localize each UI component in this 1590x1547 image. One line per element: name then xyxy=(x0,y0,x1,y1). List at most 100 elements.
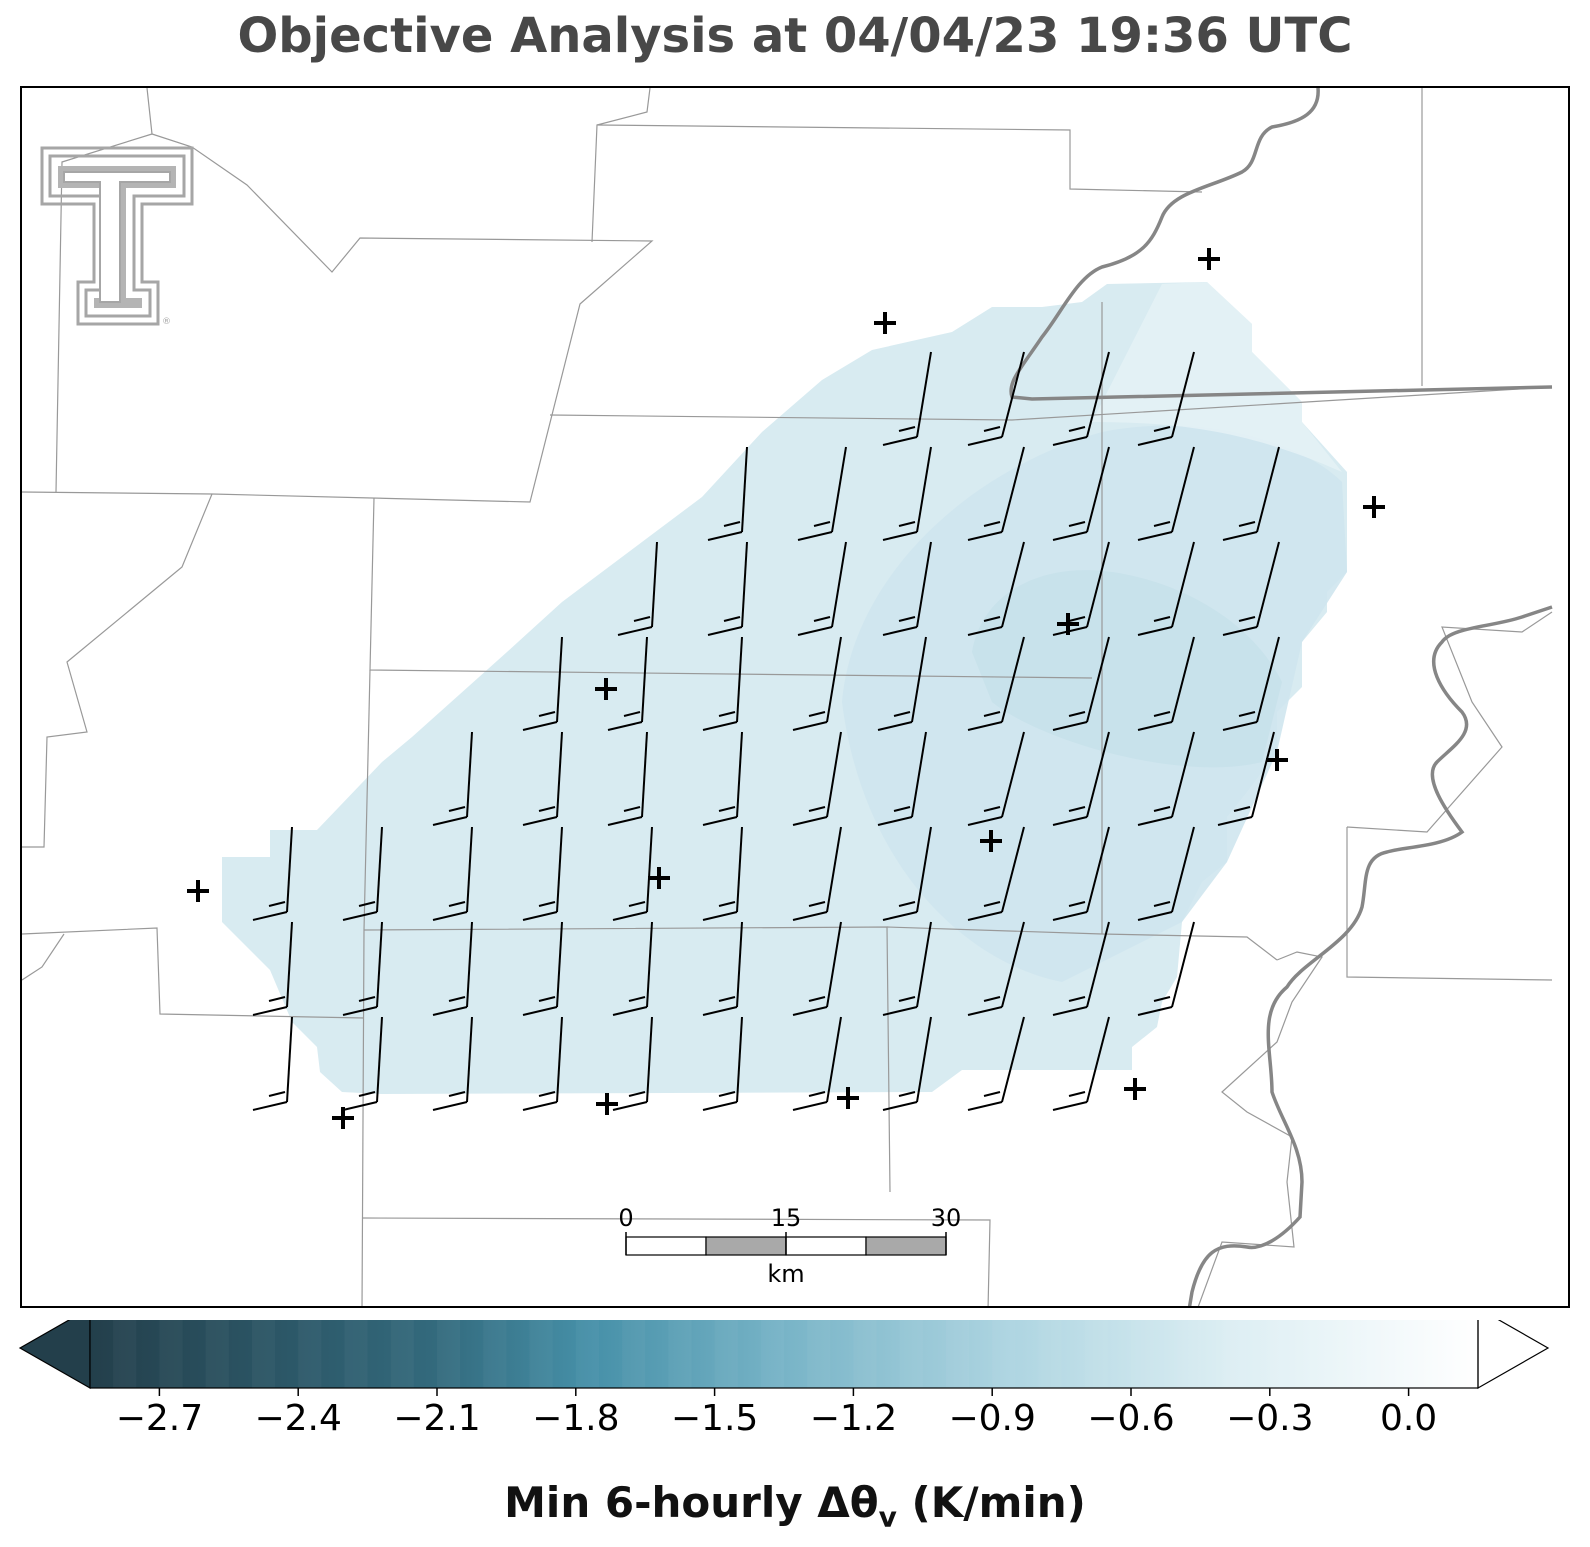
wind-barb xyxy=(1137,826,1195,921)
wind-barb xyxy=(882,446,932,541)
wind-barb xyxy=(707,541,748,636)
wind-barb xyxy=(1052,731,1110,826)
colorbar-gradient xyxy=(90,1320,1478,1388)
wind-barb xyxy=(1137,541,1195,636)
map-panel[interactable]: ® 0 15 30 km xyxy=(20,86,1570,1308)
colorbar-tick-label: −0.6 xyxy=(1087,1398,1174,1439)
ttu-logo-icon xyxy=(40,146,194,326)
wind-barb xyxy=(882,351,932,446)
wind-barb xyxy=(702,1016,743,1111)
station-markers xyxy=(187,248,1385,1129)
colorbar-tick-label: −1.8 xyxy=(532,1398,619,1439)
wind-barb xyxy=(967,446,1025,541)
wind-barb xyxy=(707,446,748,541)
county-borders xyxy=(22,88,1553,1306)
colorbar-max-extend xyxy=(1477,1320,1550,1390)
wind-barb xyxy=(1222,636,1280,731)
colorbar-tick-label: −1.5 xyxy=(671,1398,758,1439)
wind-barb xyxy=(432,826,473,921)
wind-barb xyxy=(252,921,293,1016)
wind-barb xyxy=(1137,636,1195,731)
wind-barb xyxy=(1052,826,1110,921)
wind-barb xyxy=(1052,1016,1110,1111)
wind-barbs xyxy=(252,351,1280,1111)
wind-barb xyxy=(792,921,842,1016)
colorbar-tick-label: −1.2 xyxy=(810,1398,897,1439)
wind-barb xyxy=(1137,731,1195,826)
colorbar-label-main: Min 6-hourly Δθ xyxy=(504,1478,879,1527)
wind-barb xyxy=(967,351,1025,446)
scale-bar: 0 15 30 km xyxy=(618,1204,961,1288)
wind-barb xyxy=(1222,446,1280,541)
wind-barb xyxy=(342,1016,383,1111)
wind-barb xyxy=(967,826,1025,921)
wind-barb xyxy=(702,921,743,1016)
scale-label-30: 30 xyxy=(931,1204,962,1232)
colorbar-label-unit: (K/min) xyxy=(896,1478,1086,1527)
wind-barb xyxy=(702,731,743,826)
logo-registered-mark: ® xyxy=(162,317,171,327)
wind-barb xyxy=(607,636,648,731)
station-marker xyxy=(1266,749,1288,771)
wind-barb xyxy=(882,826,932,921)
page-title: Objective Analysis at 04/04/23 19:36 UTC xyxy=(237,8,1353,64)
wind-barb xyxy=(612,921,653,1016)
wind-barb xyxy=(432,1016,473,1111)
wind-barb xyxy=(1217,731,1275,826)
state-borders xyxy=(1009,88,1553,1306)
wind-barb xyxy=(797,446,847,541)
wind-barb xyxy=(877,731,927,826)
wind-barb xyxy=(967,731,1025,826)
station-marker xyxy=(1198,248,1220,270)
wind-barb xyxy=(792,826,842,921)
station-marker xyxy=(980,830,1002,852)
wind-barb xyxy=(612,826,653,921)
wind-barb xyxy=(342,921,383,1016)
wind-barb xyxy=(522,921,563,1016)
wind-barb xyxy=(792,1016,842,1111)
colorbar-ticks: −2.7 −2.4 −2.1 −1.8 −1.5 −1.2 −0.9 −0.6 −0.3 0.0 xyxy=(116,1388,1437,1439)
wind-barb xyxy=(792,731,842,826)
colorbar-label: Min 6-hourly Δθv (K/min) xyxy=(0,1478,1590,1533)
station-marker xyxy=(596,1093,618,1115)
wind-barb xyxy=(967,636,1025,731)
wind-barb xyxy=(702,636,743,731)
colorbar-tick-label: −2.4 xyxy=(254,1398,341,1439)
wind-barb xyxy=(1052,636,1110,731)
wind-barb xyxy=(1137,446,1195,541)
wind-barb xyxy=(967,541,1025,636)
wind-barb xyxy=(792,636,842,731)
scale-label-15: 15 xyxy=(771,1204,802,1232)
wind-barb xyxy=(607,731,648,826)
station-marker xyxy=(1057,613,1079,635)
wind-barb xyxy=(1137,351,1195,446)
colorbar-tick-label: −2.7 xyxy=(116,1398,203,1439)
wind-barb xyxy=(522,731,563,826)
scale-unit: km xyxy=(767,1260,804,1288)
station-marker xyxy=(1363,496,1385,518)
wind-barb xyxy=(612,1016,653,1111)
wind-barb xyxy=(522,636,563,731)
wind-barb xyxy=(342,826,383,921)
wind-barb xyxy=(617,541,658,636)
wind-barb xyxy=(252,1016,293,1111)
station-marker xyxy=(595,678,617,700)
colorbar-tick-label: −0.9 xyxy=(948,1398,1035,1439)
colorbar-label-sub: v xyxy=(878,1500,897,1534)
wind-barb xyxy=(1222,541,1280,636)
colorbar: −2.7 −2.4 −2.1 −1.8 −1.5 −1.2 −0.9 −0.6 −0.3 0.0 xyxy=(18,1320,1550,1439)
station-marker xyxy=(837,1087,859,1109)
wind-barb xyxy=(1137,921,1195,1016)
station-marker xyxy=(1124,1078,1146,1100)
wind-barb xyxy=(252,826,293,921)
colorbar-tick-label: −2.1 xyxy=(393,1398,480,1439)
wind-barb xyxy=(967,1016,1025,1111)
wind-barb xyxy=(797,541,847,636)
wind-barb xyxy=(967,921,1025,1016)
wind-barb xyxy=(1052,351,1110,446)
wind-barb xyxy=(432,921,473,1016)
wind-barb xyxy=(1052,446,1110,541)
station-marker xyxy=(332,1107,354,1129)
colorbar-tick-label: −0.3 xyxy=(1226,1398,1313,1439)
station-marker xyxy=(648,867,670,889)
